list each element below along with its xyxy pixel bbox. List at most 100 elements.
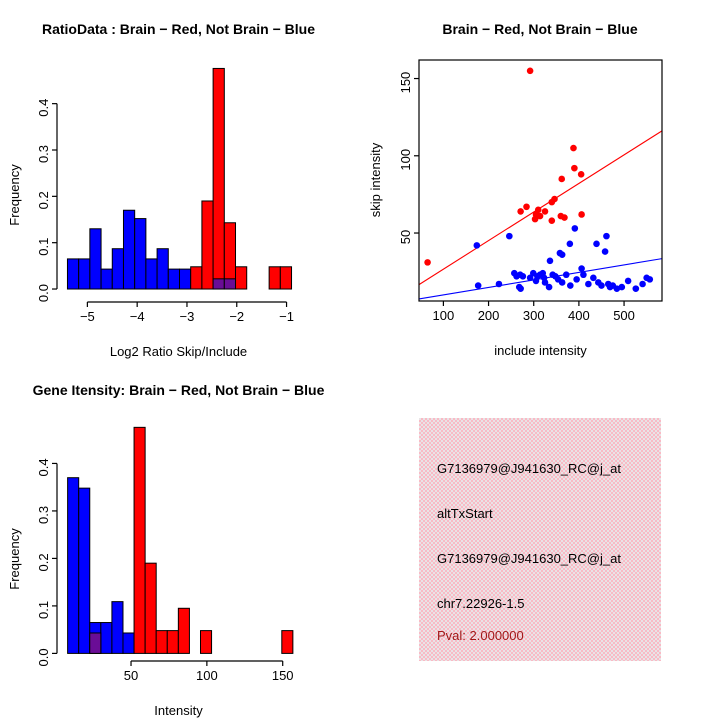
scatter-point-blue [590, 274, 597, 282]
x-tick-label: 50 [124, 668, 138, 683]
scatter-point-red [571, 164, 578, 172]
scatter-point-red [526, 67, 534, 75]
x-tick-label: 300 [523, 308, 545, 323]
scatter-point-blue [517, 285, 524, 292]
plot-box [418, 59, 663, 302]
scatter-point-blue [562, 271, 570, 279]
histogram-bar-red [201, 200, 214, 290]
fit-line-blue [418, 258, 663, 300]
scatter-point-red [548, 198, 556, 206]
histogram-bar-blue [122, 209, 136, 290]
histogram-bar-red [144, 562, 157, 654]
scatter-point-blue [545, 283, 553, 291]
y-tick-label: 0.2 [36, 553, 51, 571]
histogram-bar-red [190, 266, 203, 290]
scatter-point-red [578, 211, 585, 218]
y-tick-label: 0.1 [36, 238, 51, 256]
scatter-point-blue [601, 248, 609, 255]
panel-gene-info: G7136979@J941630_RC@j_at altTxStart G713… [360, 360, 720, 720]
histogram-bar-blue [78, 258, 91, 290]
histogram-bar-overlap [89, 632, 102, 654]
scatter-point-blue [573, 276, 580, 283]
histogram-bar-blue [111, 248, 124, 290]
x-tick-label: −4 [130, 309, 145, 324]
scatter-x-axis-label: include intensity [494, 343, 587, 358]
histogram-bar-blue [156, 248, 169, 290]
gene-intensity-histogram-plot: 50 100 150 0.0 0.1 0.2 0.3 0.4 [36, 426, 294, 683]
histogram-bar-blue [100, 622, 113, 654]
ratio-histogram-title: RatioData : Brain − Red, Not Brain − Blu… [41, 21, 316, 37]
scatter-point-blue [578, 265, 585, 272]
scatter-point-red [577, 171, 585, 178]
scatter-point-blue [558, 279, 566, 286]
scatter-point-blue [618, 283, 626, 291]
histogram-bar-blue [145, 258, 158, 290]
histogram-bar-blue [134, 218, 147, 290]
histogram-bar-red [235, 266, 248, 290]
scatter-point-blue [567, 282, 574, 289]
locus-line: chr7.22926-1.5 [437, 596, 525, 611]
y-tick-label: 0.2 [36, 191, 51, 209]
scatter-point-blue [646, 276, 654, 283]
y-tick-label: 0.3 [36, 145, 51, 163]
gene-intensity-histogram-title: Gene Itensity: Brain − Red, Not Brain − … [32, 382, 325, 398]
histogram-bar-overlap [212, 278, 225, 290]
y-tick-label: 0.0 [36, 284, 51, 302]
histogram-bar-red [166, 630, 179, 654]
histogram-bar-red [268, 266, 281, 290]
ratio-histogram-plot: −5 −4 −3 −2 −1 0.0 0.1 0.2 0.3 0.4 [36, 67, 294, 324]
histogram-bar-overlap [223, 278, 237, 290]
gene-intensity-y-axis-label: Frequency [7, 528, 22, 590]
ratio-histogram-x-axis-label: Log2 Ratio Skip/Include [109, 344, 248, 359]
pval-line: Pval: 2.000000 [437, 628, 524, 643]
x-tick-label: 200 [478, 308, 500, 323]
histogram-bar-blue [111, 601, 124, 654]
panel-gene-intensity-histogram: 50 100 150 0.0 0.1 0.2 0.3 0.4 Gene Itensity: B… [0, 360, 360, 720]
gene-info-box: G7136979@J941630_RC@j_at altTxStart G713… [419, 418, 661, 661]
scatter-point-red [536, 212, 544, 220]
scatter-point-blue [495, 280, 503, 288]
scatter-point-red [548, 217, 556, 224]
probe-id-line-2: G7136979@J941630_RC@j_at [437, 551, 621, 566]
x-tick-label: 400 [568, 308, 590, 323]
y-tick-label: 150 [398, 72, 413, 94]
y-tick-label: 0.0 [36, 648, 51, 666]
y-tick-label: 0.3 [36, 506, 51, 524]
intensity-scatter-plot: 100 200 300 400 500 50 100 150 [398, 59, 663, 323]
x-tick-label: 100 [433, 308, 455, 323]
scatter-point-blue [580, 271, 587, 279]
scatter-point-blue [473, 242, 481, 249]
histogram-bar-red [281, 630, 294, 654]
scatter-point-red [517, 208, 524, 215]
scatter-point-blue [506, 232, 513, 240]
scatter-point-blue [474, 282, 482, 289]
y-tick-label: 0.4 [36, 458, 51, 476]
scatter-point-blue [519, 272, 527, 280]
gene-intensity-x-axis-label: Intensity [154, 703, 203, 718]
histogram-bar-red [177, 607, 190, 654]
y-tick-label: 0.4 [36, 99, 51, 117]
scatter-point-blue [571, 225, 579, 232]
scatter-point-blue [585, 280, 592, 288]
x-tick-label: −2 [229, 309, 244, 324]
histogram-bar-blue [122, 632, 135, 654]
histogram-bar-blue [66, 258, 80, 290]
histogram-bar-blue [67, 477, 80, 654]
scatter-point-red [523, 203, 530, 211]
scatter-point-red [541, 208, 549, 215]
scatter-point-blue [558, 251, 566, 258]
scatter-point-blue [613, 285, 621, 292]
splice-type-line: altTxStart [437, 506, 493, 521]
histogram-bar-blue [178, 268, 192, 290]
scatter-point-blue [603, 232, 610, 240]
scatter-point-blue [526, 274, 534, 282]
x-tick-label: −5 [80, 309, 95, 324]
scatter-point-red [570, 144, 577, 152]
scatter-title: Brain − Red, Not Brain − Blue [442, 21, 638, 37]
x-tick-label: 500 [613, 308, 635, 323]
panel-intensity-scatter: 100 200 300 400 500 50 100 150 Brain − Red, Not… [360, 0, 720, 360]
histogram-bar-blue [89, 228, 102, 290]
y-tick-label: 100 [398, 149, 413, 171]
scatter-point-blue [593, 240, 600, 248]
